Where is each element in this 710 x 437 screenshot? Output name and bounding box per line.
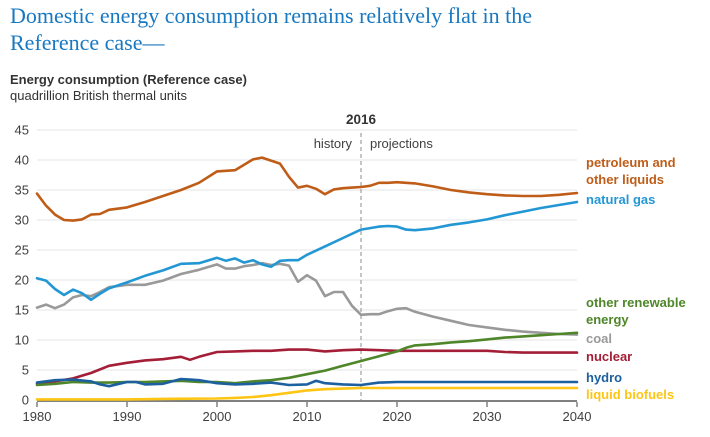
x-tick-label: 1980 bbox=[23, 409, 52, 424]
series-other-renewable-energy bbox=[35, 331, 579, 387]
x-tick-label: 2000 bbox=[203, 409, 232, 424]
divider-year-label: 2016 bbox=[346, 112, 377, 127]
y-tick-label: 15 bbox=[15, 303, 29, 318]
series-liquid-biofuels bbox=[35, 386, 579, 401]
y-tick-label: 35 bbox=[15, 183, 29, 198]
y-tick-label: 45 bbox=[15, 123, 29, 138]
series-natural-gas bbox=[35, 200, 579, 302]
series-hydro bbox=[35, 377, 579, 388]
y-tick-label: 30 bbox=[15, 213, 29, 228]
legend-coal: coal bbox=[586, 331, 613, 346]
legend-other-renewable-energy: other renewable energy bbox=[586, 295, 686, 327]
series-coal bbox=[35, 261, 579, 336]
y-tick-label: 5 bbox=[22, 363, 29, 378]
x-tick-label: 2030 bbox=[473, 409, 502, 424]
y-tick-label: 0 bbox=[22, 393, 29, 408]
series-petroleum-and-other-liquids bbox=[35, 156, 579, 222]
page-title: Domestic energy consumption remains rela… bbox=[10, 3, 532, 55]
y-tick-label: 10 bbox=[15, 333, 29, 348]
series-nuclear bbox=[35, 348, 579, 386]
y-tick-label: 20 bbox=[15, 273, 29, 288]
history-label: history bbox=[314, 136, 353, 151]
x-tick-label: 1990 bbox=[113, 409, 142, 424]
legend-petroleum-and-other-liquids: petroleum and other liquids bbox=[586, 155, 676, 187]
chart-subtitle: quadrillion British thermal units bbox=[10, 88, 188, 103]
x-tick-label: 2040 bbox=[563, 409, 592, 424]
legend-liquid-biofuels: liquid biofuels bbox=[586, 387, 675, 402]
x-tick-label: 2010 bbox=[293, 409, 322, 424]
projections-label: projections bbox=[370, 136, 433, 151]
chart-title: Energy consumption (Reference case) bbox=[10, 72, 247, 87]
x-tick-label: 2020 bbox=[383, 409, 412, 424]
y-tick-label: 40 bbox=[15, 153, 29, 168]
y-tick-label: 25 bbox=[15, 243, 29, 258]
legend-hydro: hydro bbox=[586, 370, 623, 385]
legend-natural-gas: natural gas bbox=[586, 192, 656, 207]
legend-nuclear: nuclear bbox=[586, 349, 633, 364]
